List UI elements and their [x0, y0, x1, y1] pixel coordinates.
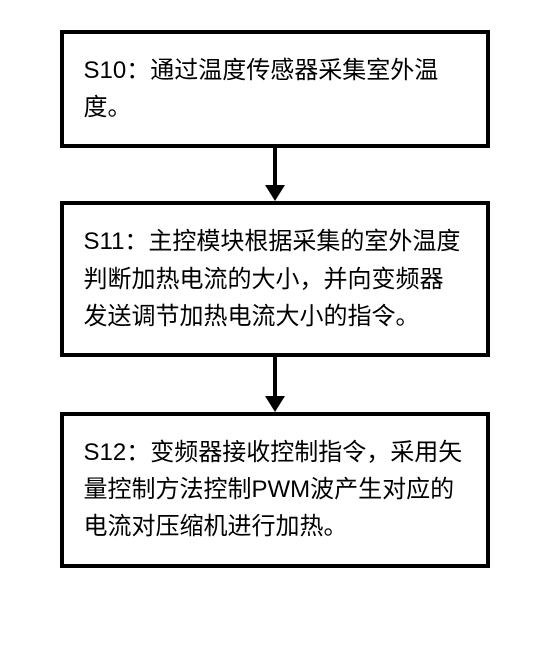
- arrow-line: [273, 357, 277, 397]
- flow-node-s10: S10：通过温度传感器采集室外温度。: [60, 30, 490, 148]
- arrow-head-icon: [265, 396, 285, 412]
- flowchart-container: S10：通过温度传感器采集室外温度。 S11：主控模块根据采集的室外温度判断加热…: [40, 30, 509, 568]
- flow-arrow: [265, 357, 285, 412]
- step-label: S12：: [84, 439, 151, 466]
- flow-arrow: [265, 148, 285, 201]
- step-label: S11：: [84, 228, 149, 255]
- flow-node-s12: S12：变频器接收控制指令，采用矢量控制方法控制PWM波产生对应的电流对压缩机进…: [60, 412, 490, 568]
- arrow-head-icon: [265, 185, 285, 201]
- flow-node-s11: S11：主控模块根据采集的室外温度判断加热电流的大小，并向变频器发送调节加热电流…: [60, 201, 490, 357]
- arrow-line: [273, 148, 277, 186]
- step-label: S10：: [84, 57, 151, 84]
